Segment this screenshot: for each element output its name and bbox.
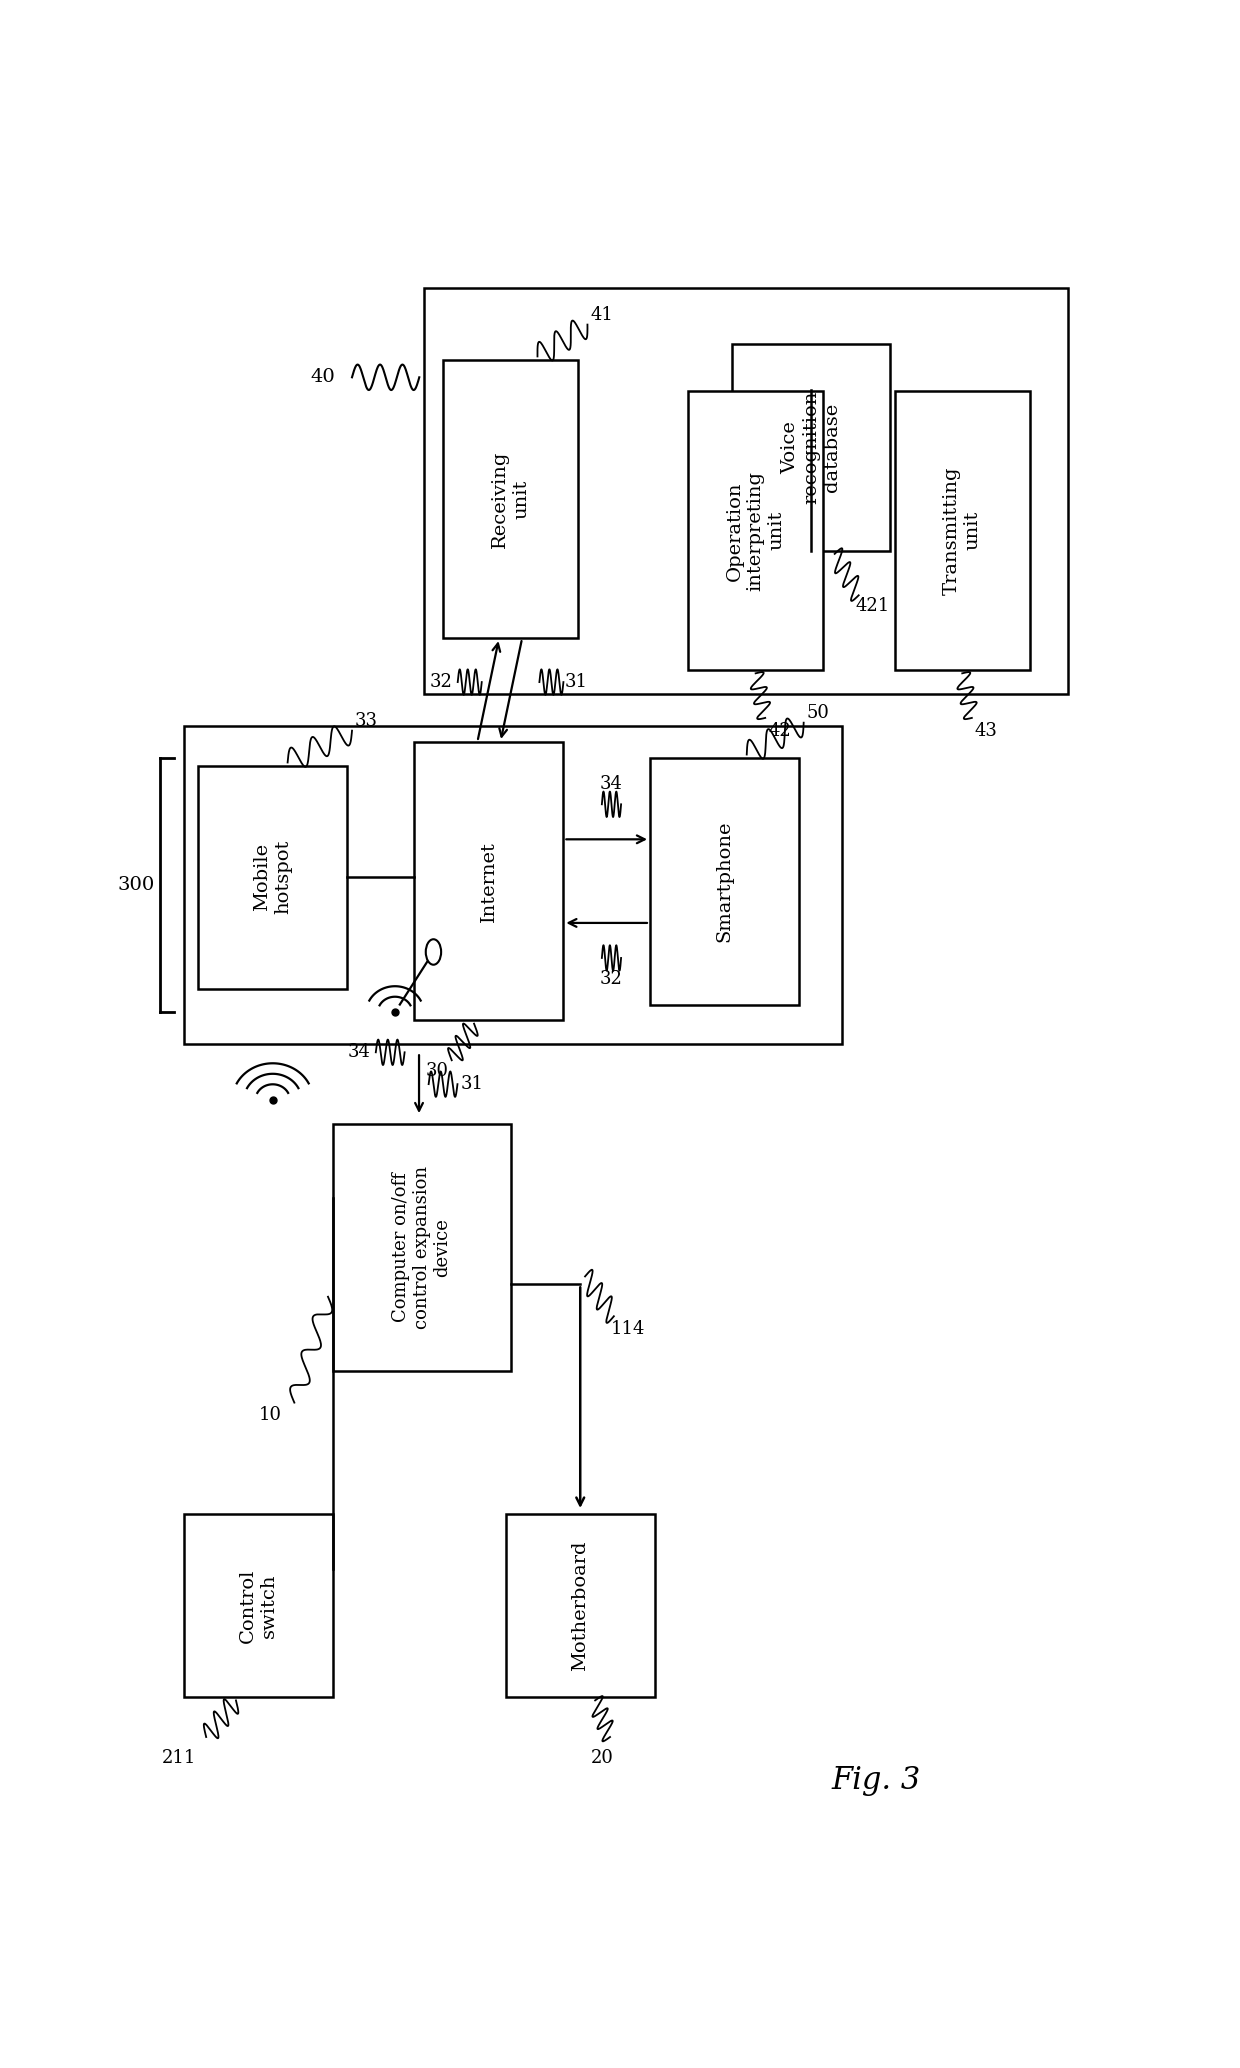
Text: Motherboard: Motherboard [572, 1541, 589, 1671]
Text: 31: 31 [460, 1075, 484, 1094]
Circle shape [425, 939, 441, 966]
Text: 34: 34 [600, 776, 622, 792]
Text: 10: 10 [259, 1406, 281, 1425]
Bar [895, 391, 1029, 670]
Text: 300: 300 [117, 877, 155, 893]
Text: Receiving
unit: Receiving unit [491, 451, 529, 548]
Text: Mobile
hotspot: Mobile hotspot [253, 840, 293, 914]
Text: 43: 43 [975, 722, 998, 740]
Bar [444, 360, 578, 639]
Text: Voice
recognition
database: Voice recognition database [781, 391, 841, 505]
Bar [414, 742, 563, 1020]
Text: 211: 211 [162, 1750, 196, 1766]
Text: 32: 32 [600, 970, 622, 989]
Bar [732, 343, 890, 550]
Bar [332, 1125, 511, 1371]
Bar [424, 287, 1068, 695]
Text: Transmitting
unit: Transmitting unit [942, 467, 982, 596]
Text: Fig. 3: Fig. 3 [831, 1764, 920, 1795]
Text: 50: 50 [807, 703, 830, 722]
Bar [506, 1514, 655, 1698]
Bar [688, 391, 823, 670]
Bar [184, 726, 842, 1044]
Text: 20: 20 [591, 1750, 614, 1766]
Text: 34: 34 [348, 1042, 371, 1061]
Text: Internet: Internet [480, 842, 498, 922]
Text: 40: 40 [311, 368, 336, 387]
Text: 33: 33 [355, 711, 378, 730]
Text: Operation
interpreting
unit: Operation interpreting unit [725, 472, 785, 591]
Text: 32: 32 [430, 672, 453, 691]
Bar [184, 1514, 332, 1698]
Text: 41: 41 [590, 306, 614, 325]
Bar [198, 765, 347, 989]
Bar [650, 757, 799, 1005]
Text: Control
switch: Control switch [239, 1568, 278, 1642]
Text: 421: 421 [856, 598, 890, 616]
Text: 114: 114 [611, 1319, 646, 1338]
Text: 31: 31 [564, 672, 588, 691]
Text: 30: 30 [425, 1063, 449, 1079]
Text: Smartphone: Smartphone [715, 821, 733, 941]
Text: 42: 42 [769, 722, 791, 740]
Text: Computer on/off
control expansion
device: Computer on/off control expansion device [392, 1166, 451, 1330]
